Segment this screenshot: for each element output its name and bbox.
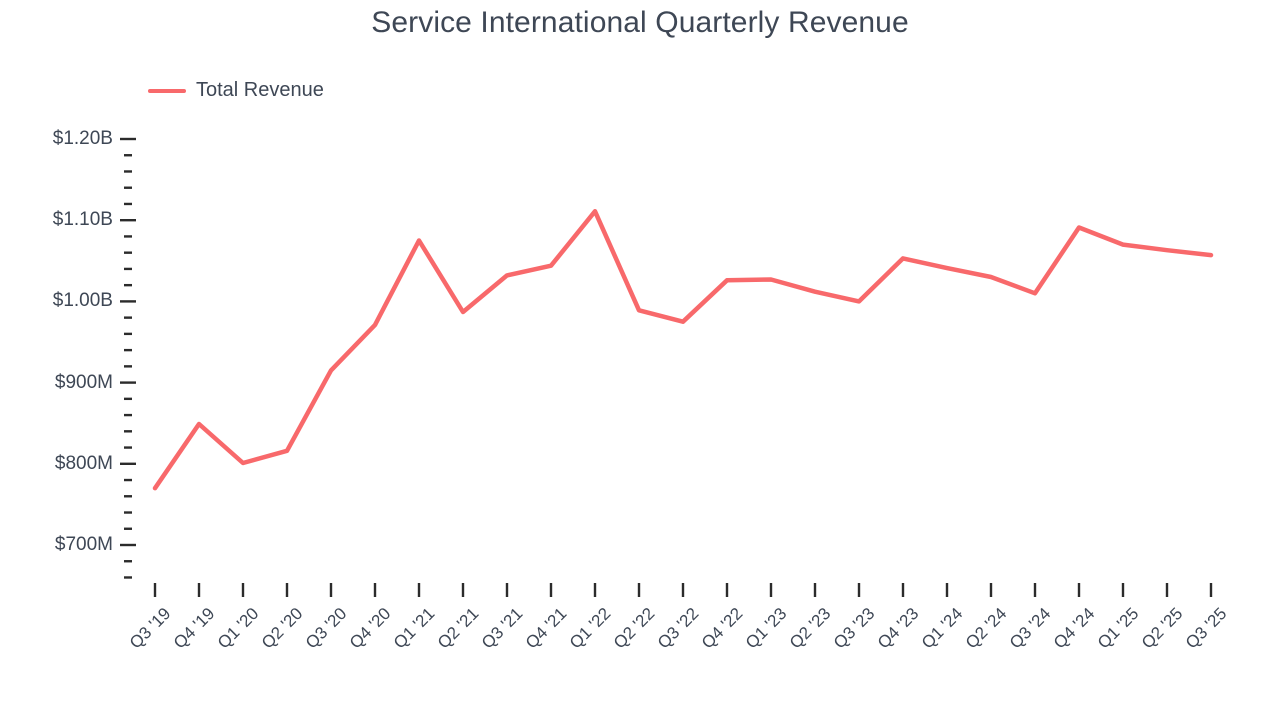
y-axis-tick-label: $800M [54,452,113,474]
x-axis-tick-label: Q4 '24 [1049,604,1099,653]
x-axis-tick-label: Q1 '23 [741,604,791,653]
x-axis-tick-label: Q3 '20 [301,604,351,653]
y-axis-tick-label: $1.10B [52,209,113,231]
x-axis-tick-label: Q3 '24 [1005,604,1055,653]
y-axis-labels: $1.20B $1.10B $1.00B $900M $800M $700M [0,0,113,720]
chart-legend: Total Revenue [148,79,324,102]
chart-title: Service International Quarterly Revenue [371,6,909,39]
y-axis-tick-label: $1.00B [52,290,113,312]
x-axis-tick-label: Q3 '23 [829,604,879,653]
y-axis-tick-label: $1.20B [52,128,113,149]
legend-color-swatch-total-revenue [148,88,186,93]
series-line-total-revenue [152,209,1214,491]
x-axis-tick-label: Q4 '21 [521,604,571,653]
legend-label-total-revenue: Total Revenue [196,79,324,101]
x-axis-tick-label: Q3 '19 [125,604,175,653]
x-axis-tick-label: Q3 '21 [477,604,527,653]
y-axis-ticks [120,137,136,579]
x-axis-tick-label: Q3 '25 [1181,604,1231,653]
x-axis-tick-label: Q1 '22 [565,604,615,653]
x-axis-tick-label: Q2 '21 [433,604,483,653]
x-axis-tick-label: Q2 '20 [257,604,307,653]
x-axis-tick-label: Q1 '21 [389,604,439,653]
x-axis-tick-label: Q1 '20 [213,604,263,653]
x-axis-tick-label: Q2 '24 [961,604,1011,653]
x-axis-tick-label: Q4 '22 [697,604,747,653]
y-axis-tick-label: $700M [54,534,113,555]
x-axis-ticks [153,583,1213,597]
x-axis-tick-label: Q4 '19 [169,604,219,653]
x-axis-tick-label: Q2 '23 [785,604,835,653]
x-axis-tick-label: Q4 '23 [873,604,923,653]
y-axis-tick-label: $900M [54,371,113,393]
x-axis-tick-label: Q2 '25 [1137,604,1187,653]
x-axis-tick-label: Q1 '24 [917,604,967,653]
x-axis-tick-label: Q2 '22 [609,604,659,653]
x-axis-tick-label: Q3 '22 [653,604,703,653]
x-axis-tick-label: Q4 '20 [345,604,395,653]
x-axis-tick-label: Q1 '25 [1093,604,1143,653]
